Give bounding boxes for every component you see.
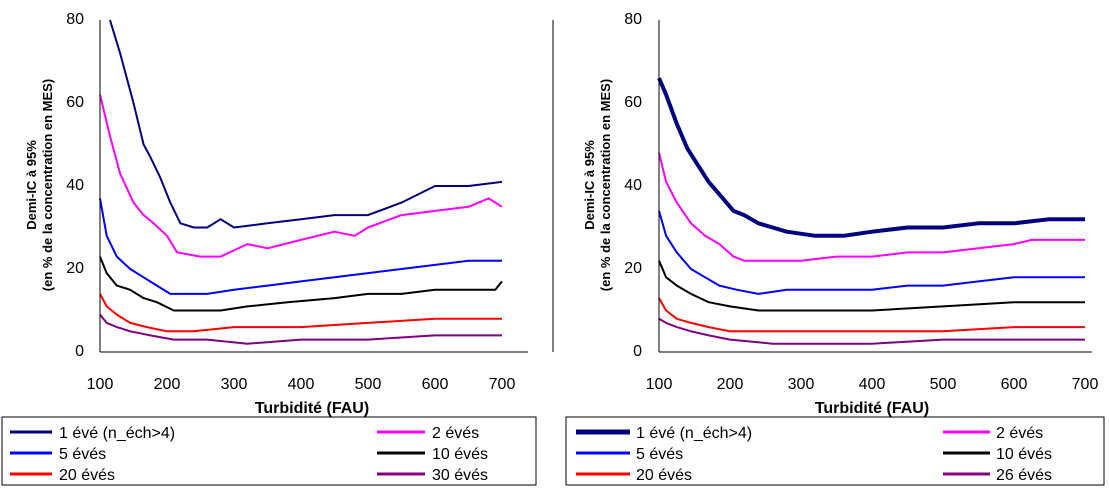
xtick-label: 400 <box>859 376 886 393</box>
xtick-label: 500 <box>930 376 957 393</box>
legend: 1 évé (n_éch>4) 2 évés 5 évés 10 évés 20… <box>1 416 537 486</box>
ytick-label: 40 <box>66 177 84 194</box>
xtick-label: 600 <box>422 376 449 393</box>
legend-box <box>1 416 537 486</box>
xtick-label: 100 <box>87 376 114 393</box>
ytick-label: 80 <box>66 11 84 28</box>
legend-label: 1 évé (n_éch>4) <box>59 425 175 442</box>
xtick-label: 400 <box>288 376 315 393</box>
series-line <box>99 198 502 295</box>
legend-label: 10 évés <box>432 446 488 463</box>
legend-label: 26 évés <box>996 467 1052 484</box>
ytick-label: 20 <box>624 260 642 277</box>
series-line <box>658 260 1085 312</box>
legend-label: 20 évés <box>59 467 115 484</box>
ytick-label: 40 <box>624 177 642 194</box>
xtick-label: 600 <box>1001 376 1028 393</box>
legend-label: 5 évés <box>636 446 683 463</box>
xtick-label: 500 <box>355 376 382 393</box>
series-line <box>99 313 502 345</box>
legend-label: 20 évés <box>636 467 692 484</box>
xtick-label: 300 <box>221 376 248 393</box>
legend-label: 5 évés <box>59 446 106 463</box>
legend-box <box>565 416 1105 486</box>
legend-label: 10 évés <box>996 446 1052 463</box>
series-layer <box>99 19 503 345</box>
ylabel-line1: Demi-IC à 95% <box>582 140 597 230</box>
xtick-label: 700 <box>489 376 516 393</box>
xtick-label: 700 <box>1072 376 1099 393</box>
series-line <box>658 210 1085 295</box>
series-line <box>109 19 503 229</box>
ytick-label: 0 <box>633 343 642 360</box>
legend-label: 30 évés <box>432 467 488 484</box>
legend-label: 2 évés <box>996 425 1043 442</box>
xlabel: Turbidité (FAU) <box>815 400 929 417</box>
xtick-label: 200 <box>717 376 744 393</box>
xlabel: Turbidité (FAU) <box>255 400 369 417</box>
ytick-label: 20 <box>66 260 84 277</box>
ytick-label: 60 <box>624 94 642 111</box>
xtick-label: 200 <box>154 376 181 393</box>
ytick-label: 80 <box>624 11 642 28</box>
series-layer <box>657 77 1085 345</box>
series-line <box>658 317 1085 345</box>
series-line <box>99 94 503 258</box>
series-line <box>657 77 1085 238</box>
series-line <box>658 152 1085 262</box>
ytick-labels: 0 20 40 60 80 <box>624 11 642 360</box>
xtick-label: 300 <box>788 376 815 393</box>
xtick-label: 100 <box>646 376 673 393</box>
chart-right: Demi-IC à 95% (en % de la concentration … <box>565 11 1105 486</box>
xtick-labels: 100 200 300 400 500 600 700 <box>646 376 1099 393</box>
series-line <box>99 293 502 333</box>
ytick-labels: 0 20 40 60 80 <box>66 11 84 360</box>
series-line <box>658 297 1085 333</box>
legend: 1 évé (n_éch>4) 2 évés 5 évés 10 évés 20… <box>565 416 1105 486</box>
legend-label: 2 évés <box>432 425 479 442</box>
series-line <box>99 256 503 312</box>
ytick-label: 0 <box>75 343 84 360</box>
chart-left: Demi-IC à 95% (en % de la concentration … <box>1 11 537 486</box>
ytick-label: 60 <box>66 94 84 111</box>
ylabel-line2: (en % de la concentration en MES) <box>40 79 55 291</box>
legend-label: 1 évé (n_éch>4) <box>636 425 752 442</box>
ylabel-line1: Demi-IC à 95% <box>24 140 39 230</box>
ylabel-line2: (en % de la concentration en MES) <box>598 79 613 291</box>
xtick-labels: 100 200 300 400 500 600 700 <box>87 376 516 393</box>
